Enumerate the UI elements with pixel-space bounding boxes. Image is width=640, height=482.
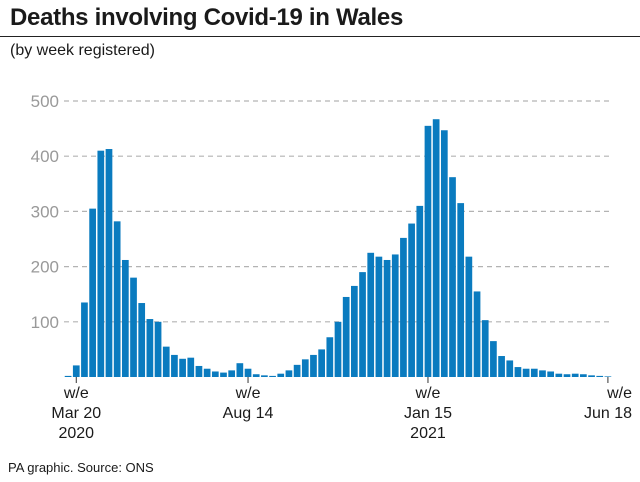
bar-40: w/e Dec 18 2020: 222 xyxy=(391,254,399,377)
bar-56: w/e Apr 9 2021: 15 xyxy=(522,368,530,377)
bar-14: w/e Jun 19 2020: 33 xyxy=(179,358,186,377)
gridlines xyxy=(64,100,612,323)
bar-17: w/e Jul 10 2020: 15 xyxy=(203,368,211,377)
x-tick-label: Jan 15 xyxy=(404,405,452,422)
bar-22: w/e Aug 14 2020: 15 xyxy=(244,368,252,377)
bar-24: w/e Aug 28 2020: 3 xyxy=(261,375,268,377)
bar-32: w/e Oct 23 2020: 72 xyxy=(326,337,334,377)
y-tick-label-500: 500 xyxy=(31,92,59,111)
bar-47: w/e Feb 5 2021: 362 xyxy=(449,177,456,377)
bar-28: w/e Sep 25 2020: 22 xyxy=(293,364,301,377)
x-tick-label: w/e xyxy=(415,385,441,402)
bars: w/e Mar 13 2020: 2w/e Mar 20 2020: 21w/e… xyxy=(64,119,612,377)
bar-36: w/e Nov 20 2020: 190 xyxy=(359,272,366,377)
bar-19: w/e Jul 24 2020: 8 xyxy=(220,372,227,377)
bar-1: w/e Mar 20 2020: 21 xyxy=(72,365,80,377)
bar-25: w/e Sep 4 2020: 2 xyxy=(269,375,276,377)
y-tick-label-200: 200 xyxy=(31,258,59,277)
bar-15: w/e Jun 26 2020: 35 xyxy=(187,357,195,377)
bar-0: w/e Mar 13 2020: 2 xyxy=(64,375,72,377)
bar-11: w/e May 29 2020: 100 xyxy=(154,321,162,377)
bar-35: w/e Nov 13 2020: 165 xyxy=(351,285,358,377)
bar-16: w/e Jul 3 2020: 20 xyxy=(195,365,203,377)
bar-65: w/e Jun 11 2021: 2 xyxy=(596,375,604,377)
bar-3: w/e Apr 3 2020: 305 xyxy=(89,208,96,377)
bar-30: w/e Oct 9 2020: 40 xyxy=(310,354,317,377)
x-axis-ticks: w/e Mar 20 2020 w/e Aug 14 w/e Jan 15 2021 w/e Ju… xyxy=(51,377,632,442)
bar-50: w/e Feb 26 2021: 155 xyxy=(473,291,481,377)
bar-52: w/e Mar 12 2021: 65 xyxy=(490,341,497,377)
y-tick-label-100: 100 xyxy=(31,313,59,332)
bar-12: w/e Jun 5 2020: 55 xyxy=(162,346,170,377)
bar-33: w/e Oct 30 2020: 100 xyxy=(334,321,342,377)
bar-20: w/e Jul 31 2020: 12 xyxy=(228,370,236,377)
bar-39: w/e Dec 11 2020: 212 xyxy=(383,259,391,377)
bar-10: w/e May 22 2020: 105 xyxy=(146,319,154,377)
bar-21: w/e Aug 7 2020: 25 xyxy=(236,363,244,377)
chart-subtitle: (by week registered) xyxy=(10,42,155,59)
bar-64: w/e Jun 4 2021: 3 xyxy=(588,375,595,377)
bar-2: w/e Mar 27 2020: 135 xyxy=(81,302,88,377)
x-tick-label: Aug 14 xyxy=(223,405,274,422)
bar-26: w/e Sep 11 2020: 6 xyxy=(277,373,285,377)
bar-45: w/e Jan 22 2021: 467 xyxy=(432,119,440,377)
bar-55: w/e Apr 2 2021: 18 xyxy=(514,367,522,377)
bar-43: w/e Jan 8 2021: 310 xyxy=(416,205,424,377)
x-tick-label: w/e xyxy=(606,385,632,402)
bar-29: w/e Oct 2 2020: 32 xyxy=(301,359,309,377)
y-tick-label-400: 400 xyxy=(31,147,59,166)
bar-7: w/e May 1 2020: 212 xyxy=(121,259,129,377)
bar-9: w/e May 15 2020: 134 xyxy=(138,303,146,377)
bar-8: w/e May 8 2020: 180 xyxy=(130,277,137,377)
bar-60: w/e May 7 2021: 6 xyxy=(555,373,563,377)
x-tick-label: Jun 18 xyxy=(584,405,632,422)
bar-48: w/e Feb 12 2021: 315 xyxy=(457,203,465,377)
x-tick-label: 2021 xyxy=(410,425,446,442)
chart-title: Deaths involving Covid-19 in Wales xyxy=(10,4,403,31)
bar-58: w/e Apr 23 2021: 12 xyxy=(539,370,546,377)
bar-34: w/e Nov 6 2020: 145 xyxy=(342,296,350,377)
bar-63: w/e May 28 2021: 5 xyxy=(580,374,587,377)
title-divider xyxy=(0,36,640,37)
x-tick-label: 2020 xyxy=(58,425,94,442)
x-tick-label: Mar 20 xyxy=(51,405,101,422)
bar-59: w/e Apr 30 2021: 10 xyxy=(547,371,555,377)
bar-42: w/e Jan 1 2021: 278 xyxy=(408,223,415,377)
bar-41: w/e Dec 25 2020: 252 xyxy=(400,237,407,377)
bar-57: w/e Apr 16 2021: 15 xyxy=(530,368,538,377)
source-note: PA graphic. Source: ONS xyxy=(8,460,154,475)
bar-66: w/e Jun 18 2021: 1 xyxy=(604,376,612,377)
bar-49: w/e Feb 19 2021: 218 xyxy=(465,256,473,377)
bar-54: w/e Mar 26 2021: 30 xyxy=(506,360,514,377)
bar-44: w/e Jan 15 2021: 455 xyxy=(424,125,432,377)
x-tick-label: w/e xyxy=(63,385,89,402)
bar-62: w/e May 21 2021: 6 xyxy=(571,373,579,377)
bar-31: w/e Oct 16 2020: 50 xyxy=(318,349,325,377)
bar-38: w/e Dec 4 2020: 218 xyxy=(375,256,383,377)
y-tick-label-300: 300 xyxy=(31,202,59,221)
bar-6: w/e Apr 24 2020: 282 xyxy=(113,221,121,377)
bar-23: w/e Aug 21 2020: 5 xyxy=(252,374,260,377)
bar-61: w/e May 14 2021: 5 xyxy=(563,374,571,377)
y-axis-ticks: 100 200 300 400 500 xyxy=(31,92,59,332)
bar-53: w/e Mar 19 2021: 38 xyxy=(498,356,505,377)
x-tick-label: w/e xyxy=(235,385,261,402)
bar-5: w/e Apr 17 2020: 413 xyxy=(105,149,113,377)
bar-13: w/e Jun 12 2020: 40 xyxy=(171,354,178,377)
bar-4: w/e Apr 10 2020: 410 xyxy=(97,150,105,377)
bar-18: w/e Jul 17 2020: 10 xyxy=(211,371,219,377)
bar-51: w/e Mar 5 2021: 103 xyxy=(481,320,489,377)
bar-37: w/e Nov 27 2020: 225 xyxy=(367,252,375,377)
bar-46: w/e Jan 29 2021: 447 xyxy=(440,130,448,377)
bar-27: w/e Sep 18 2020: 12 xyxy=(285,370,293,377)
